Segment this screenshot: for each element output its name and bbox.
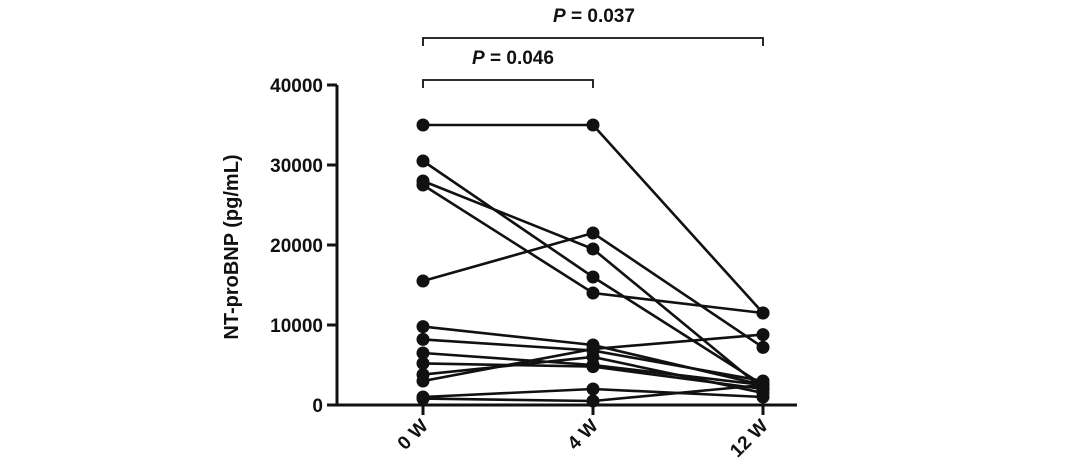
p-value-label: P = 0.037 xyxy=(553,6,635,27)
data-point xyxy=(756,306,770,320)
data-point xyxy=(416,154,430,168)
data-point xyxy=(586,242,600,256)
data-point xyxy=(416,374,430,388)
y-ticks: 0 10000 20000 30000 40000 xyxy=(270,76,337,417)
series-line xyxy=(423,123,764,314)
data-point xyxy=(416,392,430,406)
data-points xyxy=(416,118,770,408)
data-point xyxy=(416,332,430,346)
data-point xyxy=(756,328,770,342)
data-point xyxy=(586,360,600,374)
x-tick-label: 4 W xyxy=(564,416,603,455)
data-point xyxy=(416,346,430,360)
x-tick-label: 12 W xyxy=(726,416,772,462)
y-tick-label: 40000 xyxy=(270,76,323,97)
y-tick-label: 0 xyxy=(312,396,323,417)
data-point xyxy=(756,378,770,392)
data-point xyxy=(416,320,430,334)
y-tick-label: 10000 xyxy=(270,316,323,337)
y-tick-label: 30000 xyxy=(270,156,323,177)
data-point xyxy=(416,178,430,192)
x-ticks: 0 W 4 W 12 W xyxy=(394,405,773,462)
significance-brackets: P = 0.037 P = 0.046 xyxy=(422,6,764,88)
y-axis-label: NT-proBNP (pg/mL) xyxy=(221,154,243,339)
significance-bracket xyxy=(422,79,594,88)
significance-bracket xyxy=(422,37,764,46)
data-point xyxy=(586,270,600,284)
data-point xyxy=(586,226,600,240)
axes xyxy=(335,85,797,407)
x-tick-label: 0 W xyxy=(394,416,433,455)
data-point xyxy=(416,356,430,370)
y-tick-label: 20000 xyxy=(270,236,323,257)
data-point xyxy=(416,274,430,288)
data-point xyxy=(586,342,600,356)
p-value-label: P = 0.046 xyxy=(472,48,554,69)
data-point xyxy=(756,390,770,404)
data-point xyxy=(586,118,600,132)
data-point xyxy=(586,382,600,396)
data-point xyxy=(756,340,770,354)
data-point xyxy=(586,286,600,300)
data-point xyxy=(416,118,430,132)
